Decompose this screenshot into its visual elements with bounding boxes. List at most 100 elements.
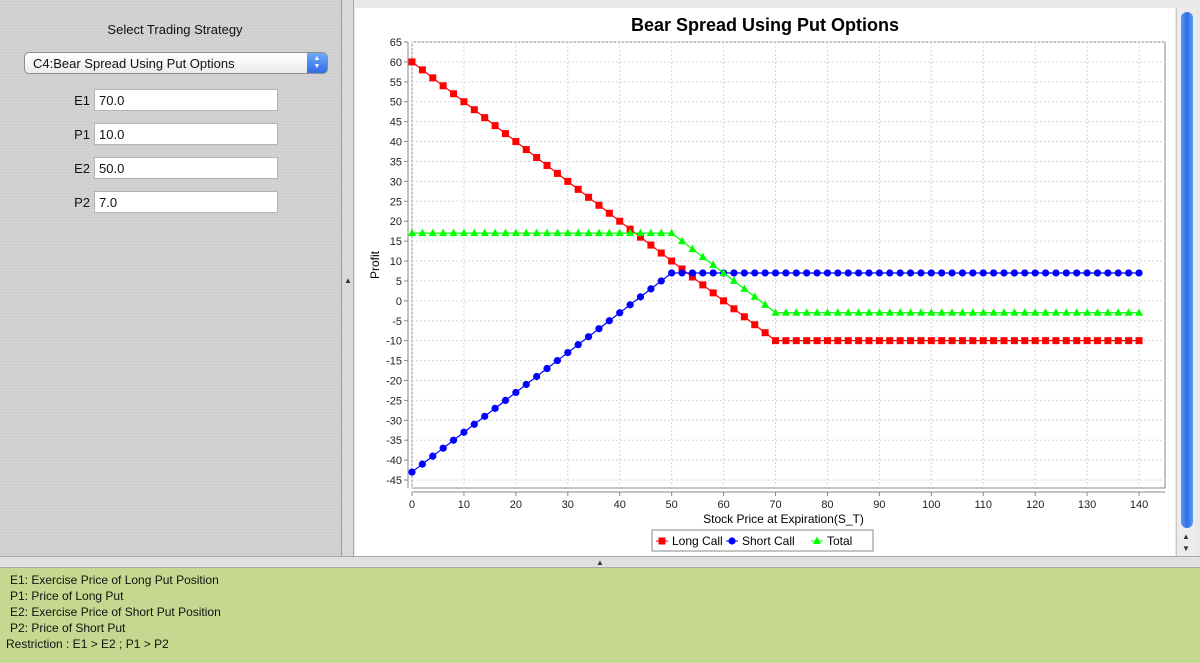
y-tick-label: -15 <box>386 356 402 368</box>
data-point <box>864 308 873 316</box>
caret-up-icon[interactable]: ▲ <box>596 558 604 567</box>
x-tick-label: 0 <box>409 499 415 511</box>
data-point <box>647 241 655 249</box>
data-point <box>646 228 655 237</box>
data-point <box>1124 308 1133 316</box>
data-point <box>408 228 416 237</box>
data-point <box>896 337 904 345</box>
data-point <box>823 269 832 277</box>
vertical-scrollbar[interactable]: ▲ ▼ <box>1176 8 1196 556</box>
data-point <box>875 308 884 316</box>
data-point <box>792 337 800 345</box>
data-point <box>636 293 645 301</box>
data-point <box>730 269 738 277</box>
data-point <box>1104 337 1112 345</box>
data-point <box>1020 308 1029 316</box>
param-label-p2: P2 <box>74 195 90 210</box>
data-point <box>460 428 468 436</box>
caret-up-icon[interactable]: ▲ <box>344 276 352 285</box>
y-tick-label: 20 <box>390 216 402 228</box>
data-point <box>730 305 738 313</box>
plot-area <box>411 41 1166 489</box>
scroll-up-icon[interactable]: ▲ <box>1182 532 1190 541</box>
data-point <box>1051 308 1060 316</box>
data-point <box>729 276 738 284</box>
data-point <box>885 308 894 316</box>
data-point <box>989 308 998 316</box>
y-tick-label: 5 <box>396 276 402 288</box>
data-point <box>491 228 500 237</box>
data-point <box>855 337 863 345</box>
data-point <box>616 309 624 317</box>
data-point <box>937 308 946 316</box>
y-tick-label: -5 <box>392 316 402 328</box>
data-point <box>896 269 904 277</box>
data-point <box>1083 308 1092 316</box>
data-point <box>1021 269 1029 277</box>
data-point <box>906 308 915 316</box>
data-point <box>948 269 956 277</box>
scroll-thumb[interactable] <box>1181 12 1193 528</box>
legend-marker <box>658 537 666 545</box>
data-point <box>688 269 697 277</box>
data-point <box>574 185 582 193</box>
data-point <box>574 228 583 237</box>
series-total <box>408 228 1144 316</box>
x-tick-label: 80 <box>821 499 833 511</box>
p2-input[interactable] <box>94 191 278 213</box>
data-point <box>1041 269 1050 277</box>
info-line-e2: E2: Exercise Price of Short Put Position <box>10 605 221 619</box>
data-point <box>927 308 936 316</box>
y-tick-label: -25 <box>386 395 402 407</box>
data-point <box>1000 308 1009 316</box>
x-tick-label: 10 <box>458 499 470 511</box>
y-tick-label: 15 <box>390 236 402 248</box>
data-point <box>564 349 572 357</box>
data-point <box>439 82 447 90</box>
data-point <box>969 269 977 277</box>
data-point <box>678 236 687 245</box>
data-point <box>750 292 759 300</box>
p1-input[interactable] <box>94 123 278 145</box>
y-tick-label: 60 <box>390 57 402 69</box>
data-point <box>1135 308 1144 316</box>
param-label-e1: E1 <box>74 93 90 108</box>
info-line-e1: E1: Exercise Price of Long Put Position <box>10 573 219 587</box>
chart-title: Bear Spread Using Put Options <box>631 15 899 35</box>
e2-input[interactable] <box>94 157 278 179</box>
data-point <box>938 269 946 277</box>
data-point <box>782 337 790 345</box>
y-tick-label: 65 <box>390 37 402 49</box>
data-point <box>1062 337 1070 345</box>
data-point <box>823 337 831 345</box>
vertical-splitter[interactable]: ▲ <box>342 0 354 556</box>
e1-input[interactable] <box>94 89 278 111</box>
data-point <box>1000 337 1008 345</box>
data-point <box>1031 308 1040 316</box>
data-point <box>1021 337 1029 345</box>
data-point <box>792 269 800 277</box>
data-point <box>1052 337 1060 345</box>
data-point <box>584 333 593 341</box>
data-point <box>1062 269 1070 277</box>
data-point <box>927 269 935 277</box>
data-point <box>512 388 520 397</box>
data-point <box>428 228 437 237</box>
data-point <box>564 177 572 185</box>
y-tick-label: 50 <box>390 97 402 109</box>
y-axis-label: Profit <box>368 250 382 279</box>
x-tick-label: 90 <box>873 499 885 511</box>
strategy-select[interactable]: C4:Bear Spread Using Put Options ▲ ▼ <box>24 52 328 74</box>
data-point <box>865 269 873 277</box>
data-point <box>1093 269 1102 277</box>
data-point <box>605 209 613 217</box>
data-point <box>968 308 977 316</box>
data-point <box>781 308 790 316</box>
horizontal-splitter[interactable]: ▲ <box>0 556 1200 568</box>
scroll-down-icon[interactable]: ▼ <box>1182 544 1190 553</box>
x-tick-label: 100 <box>922 499 940 511</box>
data-point <box>875 269 883 277</box>
data-point <box>533 153 541 161</box>
data-point <box>990 337 998 345</box>
y-tick-label: 0 <box>396 296 402 308</box>
